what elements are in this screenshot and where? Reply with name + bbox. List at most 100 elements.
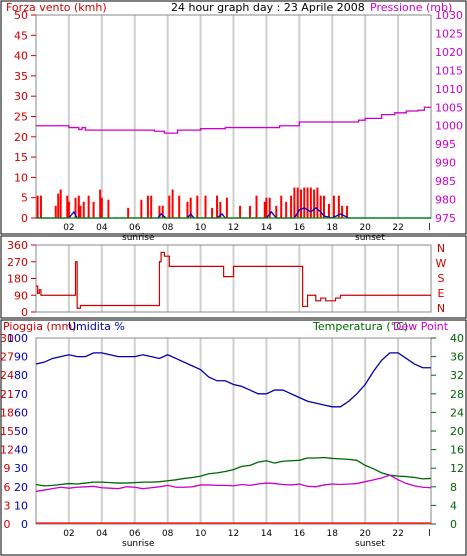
wind-speed-bar bbox=[178, 195, 181, 218]
wind-speed-bar bbox=[99, 189, 102, 218]
humidity-y-tick-label: 70 bbox=[14, 388, 28, 401]
direction-y-tick-label: 90 bbox=[14, 289, 28, 302]
temp-grid bbox=[67, 338, 400, 524]
temp-x-tick-label: 12 bbox=[228, 529, 239, 539]
temperature-axis-title: Temperatura (°C) bbox=[312, 320, 408, 333]
wind-speed-bar bbox=[280, 195, 283, 218]
wind-speed-bar bbox=[140, 199, 143, 218]
wind-speed-bar bbox=[309, 187, 312, 218]
rain-y-tick-label: 21 bbox=[0, 388, 14, 401]
humidity-y-tick-label: 10 bbox=[14, 499, 28, 512]
wind-speed-bar bbox=[171, 189, 174, 218]
wind-speed-bar bbox=[332, 195, 335, 218]
wind-y-tick-label: 35 bbox=[14, 70, 28, 83]
temp-series bbox=[35, 352, 432, 524]
wind-axis-title: Forza vento (kmh) bbox=[6, 1, 107, 14]
pressure-y-tick-label: 1030 bbox=[435, 9, 463, 22]
rain-y-tick-label: 3 bbox=[4, 499, 11, 512]
temperature-y-tick-label: 8 bbox=[450, 481, 457, 494]
wind-y-tick-label: 40 bbox=[14, 50, 28, 63]
wind-y-tick-label: 20 bbox=[14, 131, 28, 144]
wind-speed-bar bbox=[127, 207, 130, 218]
direction-panel-border bbox=[0, 235, 467, 319]
wind-x-tick-label: 08 bbox=[162, 223, 174, 233]
temp-x-tick-label: 18 bbox=[327, 529, 339, 539]
wind-speed-bar bbox=[346, 205, 349, 218]
wind-y-tick-label: 5 bbox=[21, 192, 28, 205]
wind-speed-bar bbox=[299, 189, 302, 218]
rain-axis-title: Pioggia (mm) bbox=[3, 320, 76, 333]
temperature-y-tick-label: 28 bbox=[450, 388, 464, 401]
temperature-y-tick-label: 12 bbox=[450, 462, 464, 475]
wind-speed-bar bbox=[290, 195, 293, 218]
direction-grid bbox=[67, 245, 400, 312]
compass-label: N bbox=[437, 242, 445, 255]
wind-x-tick-label: l bbox=[428, 223, 431, 233]
temperature-y-tick-label: 24 bbox=[450, 406, 464, 419]
pressure-y-tick-label: 1000 bbox=[435, 120, 463, 133]
wind-speed-bar bbox=[327, 203, 330, 218]
temperature-y-ticks: 0 4 8 12 16 20 24 28 32 36 40 bbox=[431, 332, 464, 531]
temperature-y-tick-label: 40 bbox=[450, 332, 464, 345]
temp-x-tick-label: 20 bbox=[359, 529, 371, 539]
dewpoint-line bbox=[35, 474, 432, 493]
wind-speed-bar bbox=[265, 197, 268, 218]
humidity-y-tick-label: 40 bbox=[14, 444, 28, 457]
wind-y-tick-label: 0 bbox=[21, 212, 28, 225]
temp-x-tick-label: 08 bbox=[162, 529, 174, 539]
wind-speed-bar bbox=[337, 195, 340, 218]
temp-humidity-panel: Pioggia (mm) Umidita % Temperatura (°C) … bbox=[0, 319, 467, 556]
rain-y-ticks: 0 3 6 9 12 15 18 21 24 27 30 bbox=[0, 332, 14, 531]
wind-speed-bar bbox=[57, 193, 60, 218]
rain-y-tick-label: 9 bbox=[4, 462, 11, 475]
wind-speed-bar bbox=[219, 201, 222, 218]
direction-y-tick-label: 360 bbox=[7, 239, 28, 252]
pressure-y-tick-label: 995 bbox=[435, 138, 456, 151]
direction-y-tick-label: 0 bbox=[21, 306, 28, 319]
pressure-y-tick-label: 990 bbox=[435, 157, 456, 170]
wind-x-tick-label: 14 bbox=[261, 223, 273, 233]
pressure-y-tick-label: 975 bbox=[435, 212, 456, 225]
wind-y-tick-label: 10 bbox=[14, 171, 28, 184]
wind-speed-bar bbox=[316, 187, 319, 218]
temperature-y-tick-label: 0 bbox=[450, 518, 457, 531]
humidity-line bbox=[35, 352, 431, 408]
sunrise-label-top: sunrise bbox=[122, 233, 155, 243]
rain-y-tick-label: 6 bbox=[4, 481, 11, 494]
compass-label: N bbox=[437, 302, 445, 315]
wind-speed-bar bbox=[59, 189, 62, 218]
temp-x-tick-label: 06 bbox=[129, 529, 141, 539]
wind-x-ticks: 02 04 06 08 10 12 14 16 18 20 22 l bbox=[63, 223, 430, 233]
wind-speed-bar bbox=[100, 197, 103, 218]
wind-speed-bar bbox=[306, 187, 309, 218]
wind-speed-bar bbox=[303, 187, 306, 218]
direction-series bbox=[36, 251, 431, 309]
wind-speed-bar bbox=[107, 199, 110, 218]
wind-y-tick-label: 50 bbox=[14, 9, 28, 22]
pressure-y-ticks: 975 980 985 990 995 1000 1005 1010 1015 1020 1025 1… bbox=[435, 9, 463, 225]
wind-speed-bar bbox=[313, 189, 316, 218]
wind-speed-bar bbox=[255, 195, 258, 218]
wind-speed-bar bbox=[263, 201, 266, 218]
humidity-y-tick-label: 0 bbox=[21, 518, 28, 531]
humidity-y-tick-label: 100 bbox=[7, 332, 28, 345]
rain-y-tick-label: 12 bbox=[0, 444, 14, 457]
wind-speed-bar bbox=[211, 207, 214, 218]
wind-y-tick-label: 25 bbox=[14, 111, 28, 124]
wind-x-tick-label: 20 bbox=[359, 223, 371, 233]
wind-speed-bar bbox=[323, 195, 326, 218]
temp-x-tick-label: 10 bbox=[195, 529, 207, 539]
wind-speed-bar bbox=[248, 205, 251, 218]
wind-speed-bar bbox=[204, 195, 207, 218]
direction-y-ticks: 0 90 180 270 360 bbox=[7, 239, 36, 319]
wind-x-tick-label: 12 bbox=[228, 223, 239, 233]
wind-y-tick-label: 30 bbox=[14, 90, 28, 103]
pressure-y-tick-label: 985 bbox=[435, 175, 456, 188]
temp-x-ticks: 02 04 06 08 10 12 14 16 18 20 22 l bbox=[63, 529, 430, 539]
wind-speed-bar bbox=[186, 201, 189, 218]
humidity-y-tick-label: 20 bbox=[14, 481, 28, 494]
rain-y-tick-label: 0 bbox=[4, 518, 11, 531]
